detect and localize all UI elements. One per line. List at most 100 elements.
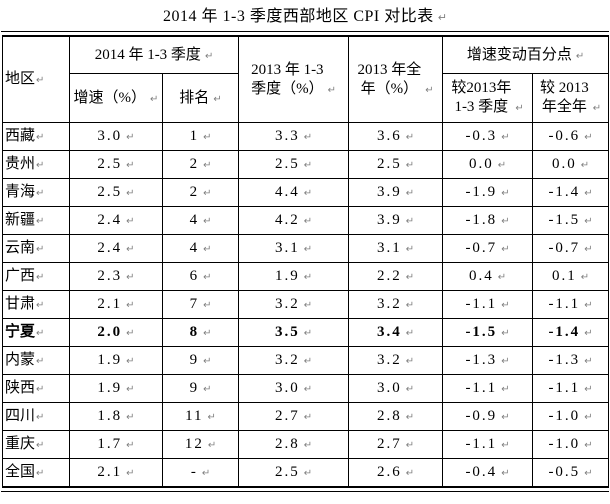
cell-text: 2.3 — [97, 268, 123, 285]
eol-mark: ↵ — [203, 188, 212, 200]
header-growth: 增速（%） ↵ — [69, 73, 163, 123]
table-row: 青海↵ 2.5 ↵ 2 ↵ 4.4 ↵ 3.9 ↵ -1.9 ↵ -1.4 ↵ — [2, 178, 610, 207]
cell-text: 3.9 — [376, 184, 402, 201]
eol-mark: ↵ — [126, 328, 135, 340]
cell-text: 2.5 — [274, 464, 300, 481]
cell-text: 2.7 — [376, 436, 402, 453]
cell-text: 1.9 — [97, 352, 123, 369]
table-row: 四川↵ 1.8 ↵ 11 ↵ 2.7 ↵ 2.8 ↵ -0.9 ↵ -1.0 ↵ — [2, 402, 610, 431]
value-cell: -0.3 ↵ — [442, 122, 534, 151]
region-cell: 全国↵ — [2, 458, 70, 488]
eol-mark: ↵ — [303, 160, 313, 172]
cell-text: 2.7 — [274, 408, 300, 425]
eol-mark: ↵ — [501, 412, 510, 424]
value-cell: 2.5 ↵ — [69, 150, 163, 179]
eol-mark: ↵ — [584, 244, 593, 256]
region-cell: 西藏↵ — [2, 122, 70, 151]
cell-text: 3.0 — [274, 380, 300, 397]
value-cell: 7 ↵ — [161, 290, 240, 319]
eol-mark: ↵ — [126, 412, 135, 424]
cell-text: 9 — [189, 380, 200, 397]
cell-text: 四川 — [5, 408, 36, 425]
table-header: 地区↵ 2014 年 1-3 季度 ↵ 2013 年 1-3 季度（%） ↵ 201… — [2, 35, 610, 123]
value-cell: 2.7 ↵ — [238, 402, 350, 431]
region-cell: 内蒙↵ — [2, 346, 70, 375]
cell-text: 1.8 — [97, 408, 123, 425]
value-cell: 0.4 ↵ — [442, 262, 534, 291]
region-cell: 广西↵ — [2, 262, 70, 291]
value-cell: 3.1 ↵ — [238, 234, 350, 263]
cell-text: 3.0 — [376, 380, 402, 397]
cell-text: -0.4 — [465, 464, 498, 481]
cell-text: 2.2 — [376, 268, 402, 285]
table-row: 全国↵ 2.1 ↵ - ↵ 2.5 ↵ 2.6 ↵ -0.4 ↵ -0.5 ↵ — [2, 458, 610, 488]
value-cell: 9 ↵ — [161, 346, 240, 375]
cell-text: -1.5 — [465, 324, 498, 341]
eol-mark: ↵ — [36, 356, 45, 368]
cell-text: -1.3 — [465, 352, 498, 369]
value-cell: 12 ↵ — [161, 430, 240, 459]
value-cell: 3.2 ↵ — [348, 346, 444, 375]
cell-text: 3.2 — [274, 296, 300, 313]
cell-text: 6 — [189, 268, 200, 285]
table-row: 甘肃↵ 2.1 ↵ 7 ↵ 3.2 ↵ 3.2 ↵ -1.1 ↵ -1.1 ↵ — [2, 290, 610, 319]
eol-mark: ↵ — [36, 188, 45, 200]
cell-text: 2.1 — [97, 296, 123, 313]
eol-mark: ↵ — [425, 84, 434, 96]
eol-mark: ↵ — [497, 272, 507, 284]
eol-mark: ↵ — [327, 84, 336, 96]
eol-mark: ↵ — [405, 384, 415, 396]
eol-mark: ↵ — [584, 356, 593, 368]
region-cell: 贵州↵ — [2, 150, 70, 179]
cell-text: -0.5 — [548, 464, 581, 481]
eol-mark: ↵ — [126, 384, 135, 396]
table-row: 宁夏↵ 2.0 ↵ 8 ↵ 3.5 ↵ 3.4 ↵ -1.5 ↵ -1.4 ↵ — [2, 318, 610, 347]
value-cell: 6 ↵ — [161, 262, 240, 291]
value-cell: 9 ↵ — [161, 374, 240, 403]
eol-mark: ↵ — [203, 356, 212, 368]
cell-text: 2.4 — [97, 212, 123, 229]
eol-mark: ↵ — [405, 328, 415, 340]
table-row: 贵州↵ 2.5 ↵ 2 ↵ 2.5 ↵ 2.5 ↵ 0.0 ↵ 0.0 ↵ — [2, 150, 610, 179]
cell-text: 2.5 — [376, 156, 402, 173]
cell-text: 2.8 — [376, 408, 402, 425]
value-cell: -1.3 ↵ — [442, 346, 534, 375]
eol-mark: ↵ — [405, 244, 415, 256]
eol-mark: ↵ — [36, 132, 45, 144]
cell-text: 2 — [189, 184, 200, 201]
region-cell: 甘肃↵ — [2, 290, 70, 319]
value-cell: -1.1 ↵ — [532, 290, 610, 319]
region-cell: 新疆↵ — [2, 206, 70, 235]
cell-text: 西藏 — [5, 128, 36, 145]
eol-mark: ↵ — [150, 93, 159, 105]
cell-text: 9 — [189, 352, 200, 369]
eol-mark: ↵ — [126, 272, 135, 284]
eol-mark: ↵ — [303, 356, 313, 368]
eol-mark: ↵ — [303, 384, 313, 396]
eol-mark: ↵ — [584, 132, 593, 144]
value-cell: 3.1 ↵ — [348, 234, 444, 263]
header-rank: 排名 ↵ — [161, 73, 240, 123]
eol-mark: ↵ — [501, 440, 510, 452]
value-cell: 3.4 ↵ — [348, 318, 444, 347]
eol-mark: ↵ — [501, 188, 510, 200]
eol-mark: ↵ — [203, 328, 212, 340]
eol-mark: ↵ — [497, 160, 507, 172]
eol-mark: ↵ — [36, 440, 45, 452]
value-cell: 2.0 ↵ — [69, 318, 163, 347]
cell-text: 1.7 — [97, 436, 123, 453]
value-cell: 2.8 ↵ — [238, 430, 350, 459]
eol-mark: ↵ — [203, 384, 212, 396]
eol-mark: ↵ — [303, 188, 313, 200]
eol-mark: ↵ — [36, 216, 45, 228]
cell-text: -1.1 — [465, 296, 498, 313]
value-cell: -1.0 ↵ — [532, 430, 610, 459]
cell-text: -0.7 — [548, 240, 581, 257]
value-cell: 1.9 ↵ — [238, 262, 350, 291]
eol-mark: ↵ — [201, 468, 211, 480]
eol-mark: ↵ — [207, 412, 216, 424]
title-text: 2014 年 1-3 季度西部地区 CPI 对比表 — [163, 8, 434, 25]
eol-mark: ↵ — [203, 244, 212, 256]
value-cell: 0.0 ↵ — [442, 150, 534, 179]
eol-mark: ↵ — [584, 384, 593, 396]
